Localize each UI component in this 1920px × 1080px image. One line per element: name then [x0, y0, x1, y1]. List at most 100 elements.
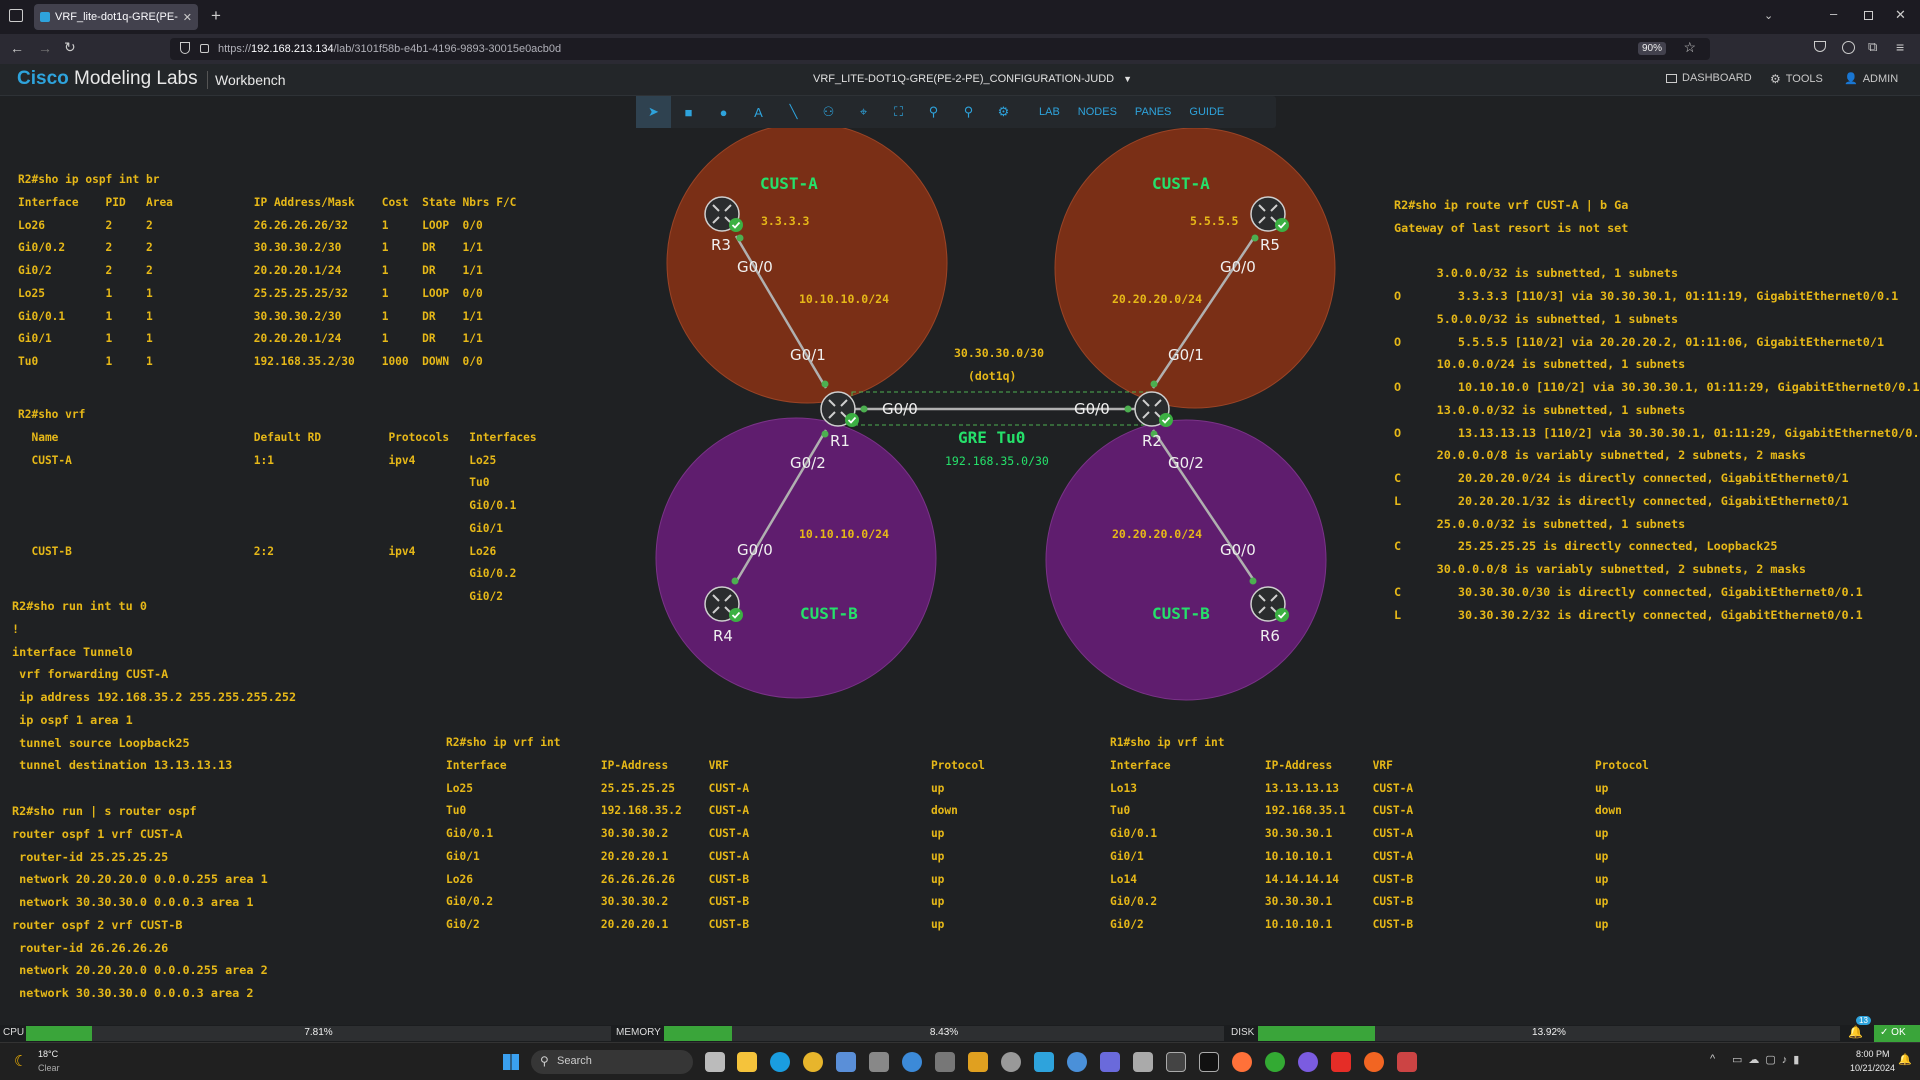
router-icons[interactable]	[704, 196, 1289, 622]
notepad-icon[interactable]	[836, 1052, 856, 1072]
tray-icons[interactable]: ▭☁▢♪▮	[1732, 1054, 1806, 1066]
lab-title-dropdown[interactable]: VRF_LITE-DOT1Q-GRE(PE-2-PE)_CONFIGURATIO…	[813, 73, 1132, 85]
tools-label: TOOLS	[1785, 73, 1823, 85]
notification-bell-icon[interactable]: 🔔	[1848, 1025, 1863, 1039]
toolbar-nodes-link[interactable]: NODES	[1077, 106, 1117, 118]
toolbar-lab-link[interactable]: LAB	[1039, 106, 1060, 118]
dashboard-button[interactable]: DASHBOARD	[1666, 72, 1752, 84]
account-icon[interactable]	[1842, 41, 1855, 54]
cust-b-left-zone[interactable]	[655, 417, 937, 699]
start-icon[interactable]	[503, 1054, 519, 1070]
extensions-icon[interactable]: ⧉	[1868, 39, 1878, 54]
tab-close-icon[interactable]: ✕	[182, 11, 192, 24]
workbench-label[interactable]: Workbench	[215, 72, 286, 88]
globe-icon[interactable]	[1067, 1052, 1087, 1072]
net-20-bottom: 20.20.20.0/24	[1112, 527, 1203, 541]
app-icon-6[interactable]	[1364, 1052, 1384, 1072]
cpu-label: CPU	[3, 1027, 25, 1038]
clock-time[interactable]: 8:00 PM	[1856, 1049, 1890, 1059]
window-close-icon[interactable]: ✕	[1895, 7, 1906, 22]
cust-b-right-label: CUST-B	[1152, 604, 1210, 623]
terminal-icon[interactable]	[1166, 1052, 1186, 1072]
brand-logo[interactable]: Cisco Modeling Labs	[17, 68, 198, 90]
r2-g02-label: G0/2	[1168, 454, 1204, 472]
line-icon[interactable]: ╲	[789, 104, 798, 119]
chrome-icon[interactable]	[803, 1052, 823, 1072]
browser-icon[interactable]	[902, 1052, 922, 1072]
shield-icon[interactable]	[180, 42, 190, 54]
windows-taskbar: ☾ 18°C Clear ⚲ Search ^ ▭☁▢♪▮ 8:00 PM 10…	[0, 1042, 1920, 1080]
reload-icon[interactable]: ↻	[64, 39, 76, 55]
minimize-icon[interactable]: –	[1830, 6, 1838, 21]
calculator-icon[interactable]	[869, 1052, 889, 1072]
youtube-icon[interactable]	[1331, 1052, 1351, 1072]
url-field[interactable]: https://192.168.213.134/lab/3101f58b-e4b…	[170, 38, 1710, 60]
fit-icon[interactable]: ⛶	[893, 104, 904, 119]
gear-icon[interactable]: ⚙	[997, 104, 1010, 119]
file-explorer-icon[interactable]	[737, 1052, 757, 1072]
r3-loopback: 3.3.3.3	[761, 214, 810, 228]
notification-count: 13	[1856, 1016, 1871, 1025]
router-r4-icon	[704, 586, 743, 622]
taskbar-search[interactable]: ⚲ Search	[531, 1050, 693, 1074]
task-view-icon[interactable]	[705, 1052, 725, 1072]
settings-icon[interactable]	[1001, 1052, 1021, 1072]
node-add-icon[interactable]: ⚇	[822, 104, 835, 119]
cpu-meter-fill	[26, 1026, 93, 1041]
crosshair-icon[interactable]: ⌖	[859, 104, 868, 119]
url-host: 192.168.213.134	[251, 43, 334, 55]
ellipse-icon[interactable]: ●	[719, 104, 728, 120]
cust-a-right-zone[interactable]	[1054, 127, 1336, 409]
tab-list-icon[interactable]	[9, 9, 23, 22]
tab-overflow-icon[interactable]: ⌄	[1764, 10, 1774, 22]
link-r2-r6	[1151, 429, 1257, 583]
navigation-bar: ← → ↻ https://192.168.213.134/lab/3101f5…	[0, 34, 1920, 64]
pointer-icon[interactable]: ➤	[636, 96, 671, 128]
new-tab-icon[interactable]: +	[211, 6, 221, 25]
weather-icon[interactable]: ☾	[14, 1053, 28, 1070]
rectangle-icon[interactable]: ■	[684, 104, 693, 120]
tray-chevron-icon[interactable]: ^	[1710, 1053, 1716, 1065]
search-placeholder: Search	[557, 1055, 592, 1067]
edge-icon[interactable]	[770, 1052, 790, 1072]
router-r5-icon	[1250, 196, 1289, 232]
admin-label: ADMIN	[1862, 72, 1899, 85]
admin-button[interactable]: 👤 ADMIN	[1844, 72, 1899, 86]
app-icon-2[interactable]	[1100, 1052, 1120, 1072]
forward-icon[interactable]: →	[38, 40, 52, 56]
restore-icon[interactable]	[1864, 11, 1873, 20]
zoom-in-icon[interactable]: ⚲	[928, 104, 939, 119]
notification-center-icon[interactable]: 🔔	[1898, 1054, 1912, 1066]
zoom-level[interactable]: 90%	[1637, 42, 1666, 55]
app-icon-4[interactable]	[1265, 1052, 1285, 1072]
brand-divider	[207, 71, 208, 89]
sho-vrf-output: R2#sho vrf Name Default RD Protocols Int…	[18, 408, 537, 603]
menu-icon[interactable]: ≡	[1896, 39, 1905, 55]
cust-a-right-label: CUST-A	[1152, 174, 1210, 193]
bookmark-star-icon[interactable]: ☆	[1683, 39, 1696, 55]
status-ok-badge[interactable]: ✓ OK	[1874, 1025, 1920, 1042]
tools-button[interactable]: ⚙ TOOLS	[1770, 72, 1823, 86]
zoom-out-icon[interactable]: ⚲	[963, 104, 974, 119]
pocket-icon[interactable]	[1814, 41, 1826, 52]
clock-date[interactable]: 10/21/2024	[1850, 1063, 1896, 1073]
tool-icon[interactable]	[968, 1052, 988, 1072]
tools-gear-icon: ⚙	[1770, 72, 1781, 86]
toolbar-panes-link[interactable]: PANES	[1134, 106, 1172, 118]
app-icon-3[interactable]	[1133, 1052, 1153, 1072]
back-icon[interactable]: ←	[10, 40, 24, 56]
app-icon-5[interactable]	[1298, 1052, 1318, 1072]
firefox-icon[interactable]	[1232, 1052, 1252, 1072]
lock-icon[interactable]	[200, 44, 209, 53]
cust-b-right-zone[interactable]	[1045, 419, 1327, 701]
cmd-icon[interactable]	[1199, 1052, 1219, 1072]
lab-canvas[interactable]	[0, 97, 1920, 1025]
text-icon[interactable]: A	[754, 104, 763, 120]
mail-icon[interactable]	[935, 1052, 955, 1072]
app-icon-1[interactable]	[1034, 1052, 1054, 1072]
toolbar-guide-link[interactable]: GUIDE	[1189, 106, 1225, 118]
links	[734, 235, 1257, 583]
app-icon-7[interactable]	[1397, 1052, 1417, 1072]
browser-tab[interactable]: VRF_lite-dot1q-GRE(PE-2-PE)_C ✕	[34, 4, 198, 30]
